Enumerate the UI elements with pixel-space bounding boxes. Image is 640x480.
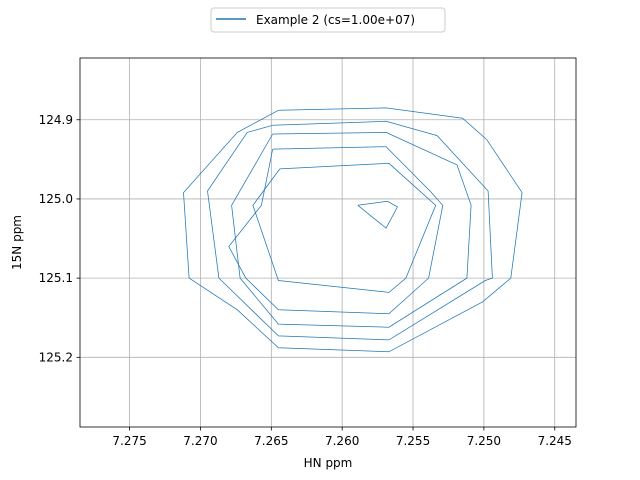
y-axis-ticks: 124.9 125.0 125.1 125.2 xyxy=(39,113,80,364)
contour-line xyxy=(252,162,437,293)
contour-line xyxy=(207,120,493,341)
x-tick-label: 7.260 xyxy=(325,434,359,448)
y-axis-label: 15N ppm xyxy=(10,215,24,270)
y-tick-label: 125.1 xyxy=(39,271,73,285)
x-tick-label: 7.270 xyxy=(183,434,217,448)
x-tick-label: 7.275 xyxy=(112,434,146,448)
x-axis-ticks: 7.275 7.270 7.265 7.260 7.255 7.250 7.245 xyxy=(112,427,572,448)
plot-frame xyxy=(79,57,577,428)
y-tick-label: 125.0 xyxy=(39,192,73,206)
legend-entry: Example 2 (cs=1.00e+07) xyxy=(256,13,415,27)
legend-box xyxy=(210,7,446,33)
x-tick-label: 7.265 xyxy=(254,434,288,448)
contour-line xyxy=(231,132,472,328)
legend: Example 2 (cs=1.00e+07) xyxy=(210,7,446,33)
y-tick-label: 125.2 xyxy=(39,350,73,364)
contour-series xyxy=(183,107,523,353)
x-axis-label: HN ppm xyxy=(304,456,353,470)
contour-line xyxy=(228,146,444,315)
y-tick-label: 124.9 xyxy=(39,113,73,127)
contour-line xyxy=(183,107,523,353)
x-tick-label: 7.245 xyxy=(538,434,572,448)
x-tick-label: 7.250 xyxy=(467,434,501,448)
x-tick-label: 7.255 xyxy=(396,434,430,448)
grid-lines xyxy=(80,58,576,427)
contour-line xyxy=(357,200,398,229)
